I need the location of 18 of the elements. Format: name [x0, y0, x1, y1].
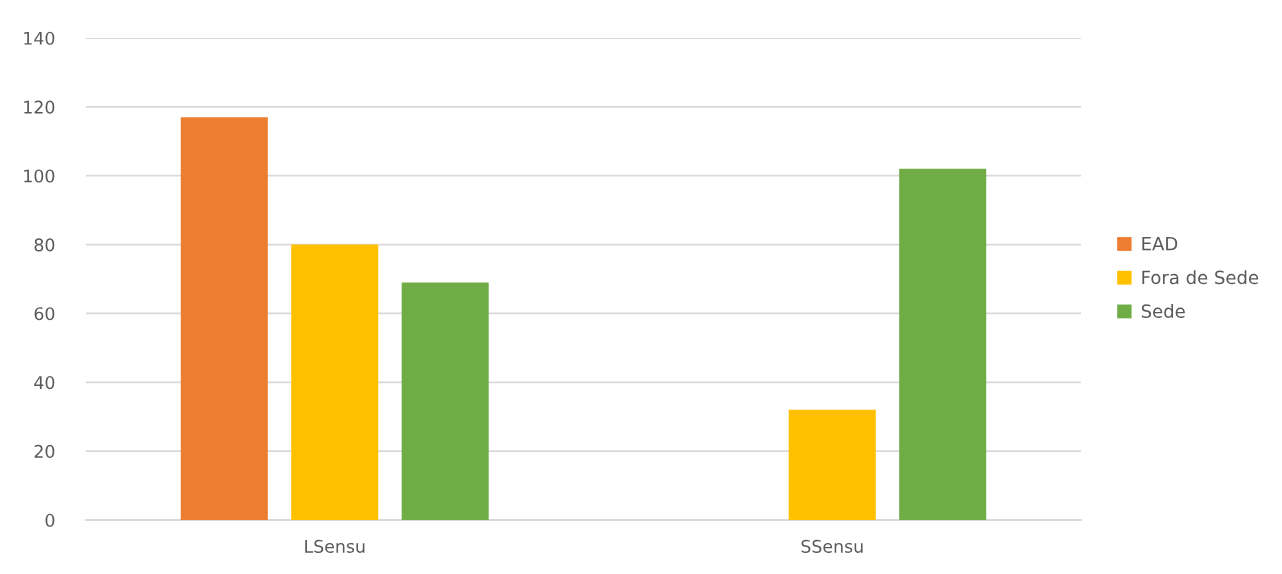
x-tick-label: LSensu [305, 539, 365, 553]
y-tick-label: 60 [34, 307, 55, 321]
bar [788, 409, 876, 520]
x-tick-label: SSensu [801, 539, 863, 553]
y-tick-label: 40 [34, 376, 55, 390]
y-tick-label: 120 [24, 100, 55, 114]
bar [401, 282, 489, 520]
y-tick-label: 0 [45, 513, 55, 527]
y-tick-label: 140 [24, 31, 55, 45]
legend-label: Fora de Sede [1142, 270, 1259, 285]
bar [899, 168, 987, 520]
y-tick-label: 20 [34, 444, 55, 458]
legend-label: Sede [1141, 303, 1185, 318]
y-tick-label: 100 [24, 169, 55, 183]
bar [180, 117, 268, 520]
legend-label: EAD [1142, 237, 1178, 251]
bar [291, 244, 379, 520]
y-tick-label: 80 [34, 238, 55, 252]
